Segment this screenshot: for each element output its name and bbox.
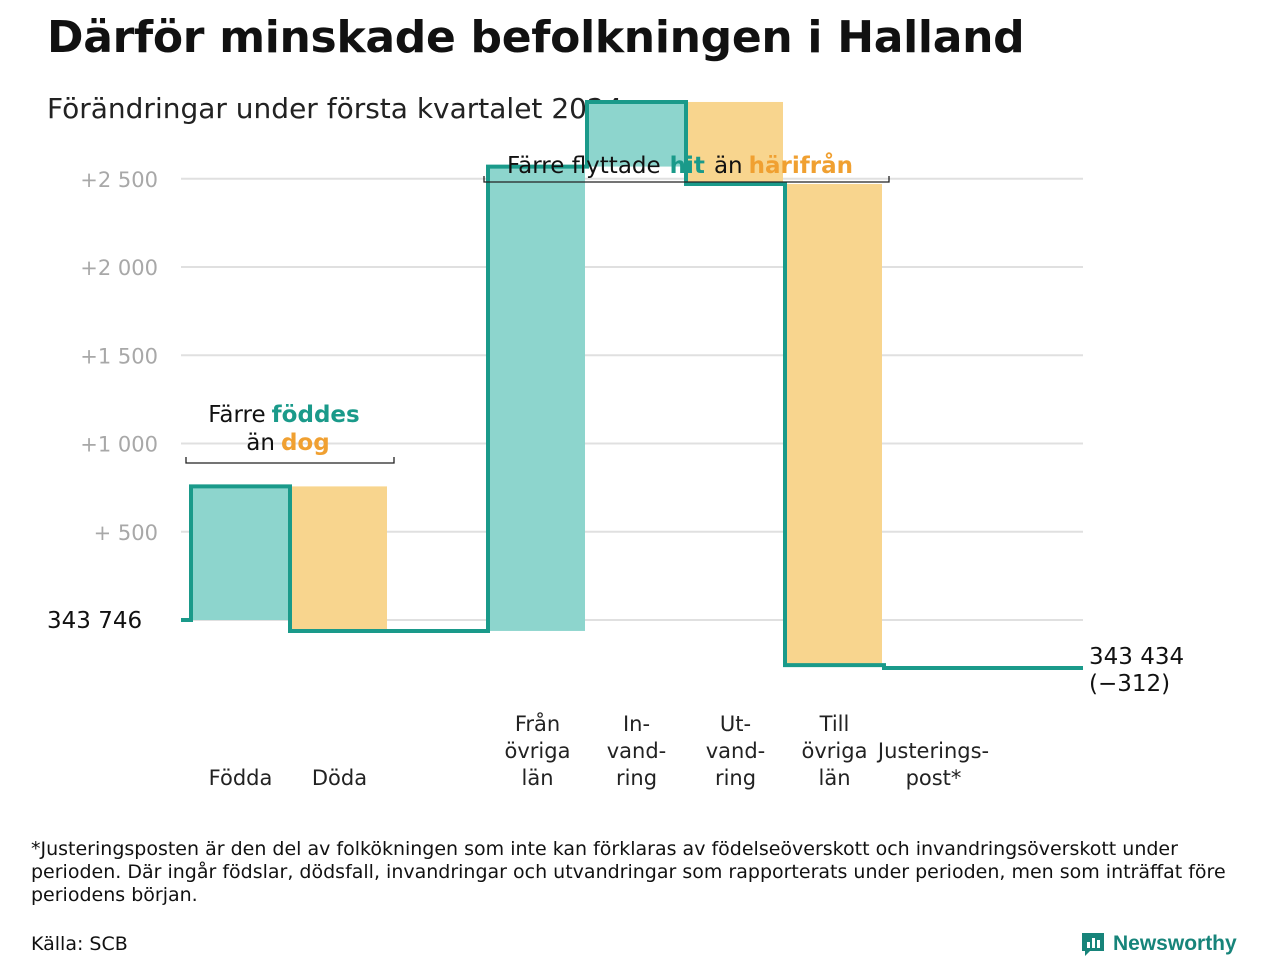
annotation-word-orange: härifrån bbox=[749, 152, 853, 179]
annotation-word: än bbox=[246, 430, 275, 456]
annotation-bracket-births bbox=[185, 457, 395, 464]
running-total-step-line bbox=[181, 99, 1083, 671]
category-label-utvandring: vand- bbox=[706, 739, 766, 763]
category-label-till_ovriga_lan: övriga bbox=[802, 739, 868, 763]
source-note: Källa: SCB bbox=[31, 933, 128, 955]
chart-subtitle: Förändringar under första kvartalet 2024 bbox=[47, 92, 623, 125]
running-total-line bbox=[181, 99, 1083, 671]
brand-logo: Newsworthy bbox=[1079, 929, 1237, 959]
waterfall-chart: + 500+1 000+1 500+2 000+2 500 Födda DödaF… bbox=[47, 99, 1184, 790]
annotation-moves: Färre flyttade hit än härifrån bbox=[507, 152, 853, 179]
y-tick-label: +2 500 bbox=[80, 168, 158, 192]
y-tick-label: + 500 bbox=[94, 521, 158, 545]
category-labels: Födda Döda Från övriga län In-vand-ring Ut-van… bbox=[209, 711, 989, 790]
category-label-till_ovriga_lan: Till bbox=[819, 712, 850, 736]
annotation-word: Färre flyttade bbox=[507, 153, 661, 179]
bar-doda bbox=[290, 486, 387, 631]
brand-name: Newsworthy bbox=[1113, 932, 1237, 955]
category-label-doda: Döda bbox=[312, 766, 367, 790]
category-label-invandring: ring bbox=[616, 766, 657, 790]
bar-fran_ovriga_lan bbox=[488, 166, 585, 631]
category-label-till_ovriga_lan: län bbox=[818, 766, 850, 790]
bar-utvandring bbox=[686, 101, 783, 185]
bar-invandring bbox=[587, 101, 684, 167]
category-label-fran_ovriga_lan: Från bbox=[515, 711, 560, 736]
annotation-word-teal: hit bbox=[670, 153, 705, 179]
category-label-utvandring: ring bbox=[715, 766, 756, 790]
waterfall-bars bbox=[191, 101, 882, 666]
annotation-word-orange: dog bbox=[281, 430, 330, 456]
category-label-justeringspost: post* bbox=[906, 766, 962, 790]
total-labels: 343 746 343 434(−312) bbox=[47, 608, 1184, 697]
category-label-invandring: In- bbox=[623, 712, 650, 736]
bar-fodda bbox=[191, 486, 288, 620]
category-label-justeringspost: Justerings- bbox=[876, 739, 989, 763]
bar-till_ovriga_lan bbox=[785, 184, 882, 666]
category-label-invandring: vand- bbox=[607, 739, 667, 763]
category-label-utvandring: Ut- bbox=[720, 712, 751, 736]
chart-title: Därför minskade befolkningen i Halland bbox=[47, 12, 1025, 63]
category-label-fran_ovriga_lan: län bbox=[521, 766, 553, 790]
annotation-births-line1: Färre föddes bbox=[208, 402, 359, 428]
annotation-word: än bbox=[714, 153, 743, 179]
y-axis-tick-labels: + 500 +1 000 +1 500 +2 000 +2 500 bbox=[80, 168, 158, 545]
category-label-fodda: Födda bbox=[209, 766, 273, 790]
annotation-word-teal: föddes bbox=[272, 402, 360, 428]
y-tick-label: +2 000 bbox=[80, 256, 158, 280]
annotation-word: Färre bbox=[208, 402, 265, 428]
newsworthy-logo-icon bbox=[1082, 933, 1104, 956]
end-change-label: (−312) bbox=[1089, 671, 1170, 697]
footnote: *Justeringsposten är den del av folkökni… bbox=[31, 838, 1226, 906]
end-value-label: 343 434 bbox=[1089, 644, 1184, 670]
annotation-bracket-moves bbox=[483, 176, 890, 183]
annotation-births-line2: än dog bbox=[246, 430, 329, 456]
y-tick-label: +1 000 bbox=[80, 433, 158, 457]
y-tick-label: +1 500 bbox=[80, 344, 158, 368]
category-label-fran_ovriga_lan: övriga bbox=[505, 739, 571, 763]
start-value-label: 343 746 bbox=[47, 608, 142, 634]
